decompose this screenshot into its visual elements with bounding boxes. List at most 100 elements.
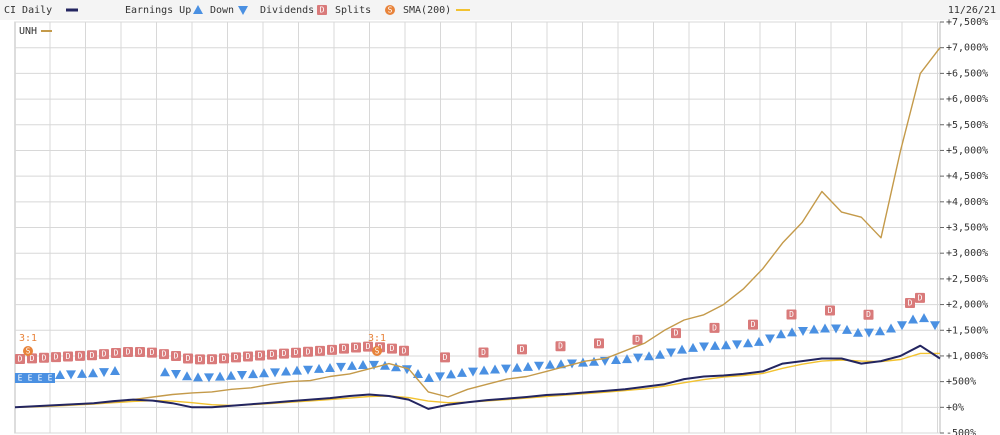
dividend-marker [219, 353, 229, 364]
dividend-label: D [443, 353, 448, 362]
earnings-marker [457, 367, 467, 377]
y-tick-label: +500% [946, 377, 976, 388]
dividend-label: D [282, 349, 287, 358]
dividend-marker [671, 328, 681, 339]
dividend-marker [75, 350, 85, 361]
earnings-marker [281, 366, 291, 376]
earnings-marker [633, 353, 643, 363]
dividend-marker [159, 349, 169, 360]
dividend-marker [291, 347, 301, 358]
dividend-marker [15, 354, 25, 365]
chart-title: CI Daily [4, 5, 52, 16]
earnings-marker [171, 369, 181, 379]
dividend-marker [99, 349, 109, 360]
legend-label: Splits [335, 5, 371, 16]
dividend-marker [255, 350, 265, 361]
earnings-marker [545, 359, 555, 369]
earnings-marker [468, 367, 478, 377]
dividend-label: D [150, 348, 155, 357]
dividend-marker [87, 350, 97, 361]
dividend-label: D [712, 323, 717, 332]
dividend-label: D [114, 348, 119, 357]
earnings-marker [99, 368, 109, 378]
earnings-marker [589, 356, 599, 366]
dividend-label: D [520, 345, 525, 354]
split-icon: S [26, 347, 31, 356]
earnings-marker [809, 324, 819, 334]
earnings-marker [908, 314, 918, 324]
dividend-marker [327, 344, 337, 355]
earnings-marker [864, 328, 874, 338]
dividend-label: D [306, 347, 311, 356]
earnings-marker [886, 323, 896, 333]
y-tick-label: +4,500% [946, 171, 988, 182]
dividend-marker [748, 319, 758, 330]
earnings-marker [644, 351, 654, 361]
dividend-marker [555, 341, 566, 352]
y-tick-label: +6,500% [946, 68, 988, 79]
y-tick-label: +1,500% [946, 325, 988, 336]
y-tick-label: +2,000% [946, 300, 988, 311]
dividend-label: D [354, 343, 359, 352]
earnings-marker [424, 373, 434, 382]
earnings-marker [314, 363, 324, 373]
y-tick-label: +1,000% [946, 351, 988, 362]
dividend-label: D [908, 299, 913, 308]
dividend-label: D [162, 350, 167, 359]
dividend-marker [135, 346, 145, 357]
dividend-label: D [390, 344, 395, 353]
dividend-marker [387, 343, 397, 354]
legend-label: Dividends [260, 5, 314, 16]
dividend-marker [123, 347, 133, 358]
dividend-label: D [138, 347, 143, 356]
legend-icon-label: S [388, 6, 393, 15]
dividend-label: D [789, 310, 794, 319]
earnings-marker [787, 327, 797, 337]
dividend-label: D [78, 351, 83, 360]
earnings-marker [193, 372, 203, 382]
dividend-marker [915, 292, 925, 303]
dividend-label: D [258, 351, 263, 360]
dividend-marker [231, 352, 241, 363]
earnings-marker [875, 326, 885, 336]
dividend-marker [478, 347, 489, 358]
dividend-label: D [198, 355, 203, 364]
y-tick-label: +3,000% [946, 248, 988, 259]
dividend-label: D [102, 350, 107, 359]
dividend-label: D [90, 351, 95, 360]
dividend-marker [63, 351, 73, 362]
dividend-label: D [30, 354, 35, 363]
earnings-label: E [38, 374, 43, 383]
dividend-marker [195, 354, 205, 365]
earnings-marker [732, 340, 742, 350]
dividend-label: D [18, 355, 23, 364]
earnings-marker [303, 365, 313, 375]
dividend-marker [786, 309, 797, 320]
dividend-label: D [674, 329, 679, 338]
dividend-marker [709, 322, 720, 333]
dividend-marker [111, 347, 121, 358]
dividend-marker [315, 345, 325, 356]
dividend-marker [207, 354, 217, 365]
earnings-marker [512, 362, 522, 372]
dividend-label: D [222, 354, 227, 363]
dividend-label: D [270, 350, 275, 359]
dividend-label: D [635, 335, 640, 344]
dividend-label: D [246, 352, 251, 361]
dividend-label: D [294, 348, 299, 357]
dividend-marker [517, 344, 527, 355]
earnings-marker [501, 364, 511, 374]
earnings-marker [369, 360, 379, 370]
earnings-label: E [48, 374, 53, 383]
split-icon: S [375, 347, 380, 356]
earnings-marker [523, 361, 533, 371]
legend-icon [317, 5, 327, 15]
split-label: 3:1 [19, 333, 37, 344]
earnings-marker [611, 355, 621, 365]
earnings-marker [88, 368, 98, 378]
legend-label: SMA(200) [403, 5, 451, 16]
y-tick-label: +2,500% [946, 274, 988, 285]
earnings-marker [347, 360, 357, 370]
earnings-marker [776, 329, 786, 339]
dividend-label: D [210, 355, 215, 364]
